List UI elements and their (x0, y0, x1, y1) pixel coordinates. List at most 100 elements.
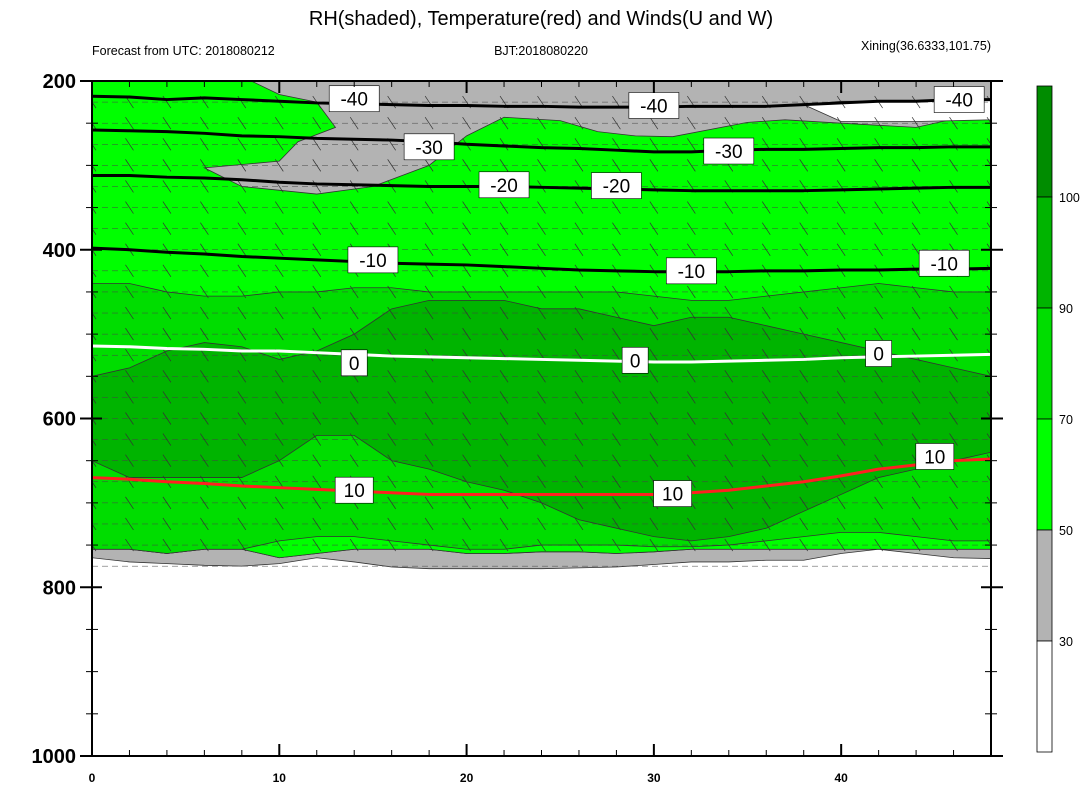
y-tick-label: 1000 (32, 746, 77, 768)
wind-barb (349, 327, 359, 341)
wind-barb (761, 496, 771, 510)
wind-barb (537, 517, 546, 531)
wind-barb (462, 433, 471, 446)
wind-barb (574, 306, 584, 320)
wind-barb (275, 496, 284, 510)
wind-barb (761, 391, 771, 404)
wind-barb (200, 349, 209, 362)
wind-barb (387, 222, 396, 235)
wind-barb (92, 544, 97, 552)
isotherm-label: 0 (621, 346, 649, 374)
wind-barb (874, 116, 883, 130)
wind-barb (911, 222, 921, 235)
wind-barb (424, 538, 434, 552)
wind-barb (162, 349, 172, 362)
wind-barb (761, 433, 771, 446)
wind-barb (462, 116, 471, 130)
wind-barb (911, 391, 921, 404)
label-text: 10 (662, 485, 683, 506)
label-box (703, 137, 755, 165)
wind-barb (949, 391, 958, 404)
label-box (933, 86, 985, 113)
x-tick-label: 20 (460, 771, 474, 785)
wind-barb (200, 433, 209, 446)
wind-barb (687, 433, 696, 446)
wind-barb (125, 370, 134, 383)
colorbar-swatch (1036, 307, 1053, 420)
wind-barb (312, 264, 322, 278)
isotherm-label: -40 (328, 85, 380, 113)
wind-barb (949, 159, 958, 172)
wind-barb (499, 116, 509, 130)
wind-barb (649, 433, 659, 446)
wind-barb (986, 475, 991, 483)
wind-barb (387, 327, 396, 341)
wind-barb (162, 433, 172, 446)
wind-barb (874, 285, 883, 299)
label-box (628, 92, 680, 119)
wind-barb (724, 433, 734, 446)
wind-barb (200, 475, 209, 488)
isotherm--40 (92, 94, 991, 109)
wind-barb (836, 412, 846, 425)
wind-barb (462, 306, 471, 320)
wind-barb (92, 417, 97, 425)
wind-barb (92, 206, 97, 214)
wind-barb (836, 517, 846, 531)
wind-barb (275, 454, 284, 467)
wind-barb (687, 243, 696, 256)
wind-barb (125, 201, 134, 214)
wind-barb (649, 327, 659, 341)
wind-barb (537, 243, 546, 256)
wind-barb (312, 496, 322, 510)
wind-barb (874, 201, 883, 214)
wind-barb (237, 517, 247, 531)
wind-barb (92, 122, 97, 130)
wind-barb (349, 517, 359, 531)
wind-barb (799, 159, 808, 172)
wind-barb (92, 523, 97, 531)
wind-barb (799, 538, 808, 552)
wind-barb (200, 391, 209, 404)
wind-barb (949, 433, 958, 446)
isotherm-label: -30 (403, 133, 455, 161)
wind-barb (312, 412, 322, 425)
wind-barb (836, 243, 846, 256)
wind-barb (125, 264, 134, 278)
label-box (915, 443, 955, 470)
wind-barb (836, 116, 846, 130)
wind-barb (574, 496, 584, 510)
colorbar-swatch (1036, 196, 1053, 309)
wind-barb (125, 222, 134, 235)
wind-barb (836, 391, 846, 404)
wind-barb (125, 391, 134, 404)
wind-barb (125, 159, 134, 172)
label-text: -10 (678, 262, 705, 283)
wind-barb (499, 370, 509, 383)
wind-barb (275, 391, 284, 404)
wind-barb (424, 517, 434, 531)
wind-barb (724, 243, 734, 256)
wind-barb (499, 138, 509, 151)
wind-barb (162, 201, 172, 214)
isotherm-label: -40 (628, 92, 680, 119)
wind-barb (312, 285, 322, 299)
wind-barb (162, 159, 172, 172)
wind-barb (911, 264, 921, 278)
isotherm-label: -20 (591, 172, 642, 199)
wind-barb (462, 285, 471, 299)
wind-barb (237, 454, 247, 467)
wind-barb (387, 116, 396, 130)
wind-barb (986, 201, 991, 209)
wind-barb (200, 496, 209, 510)
wind-barb (387, 285, 396, 299)
wind-barb (574, 243, 584, 256)
wind-barb (986, 349, 991, 356)
wind-barb (462, 538, 471, 552)
wind-barb (986, 433, 991, 441)
wind-barb (125, 306, 134, 320)
label-box (621, 346, 649, 374)
wind-barb (125, 433, 134, 446)
wind-barb (799, 517, 808, 531)
